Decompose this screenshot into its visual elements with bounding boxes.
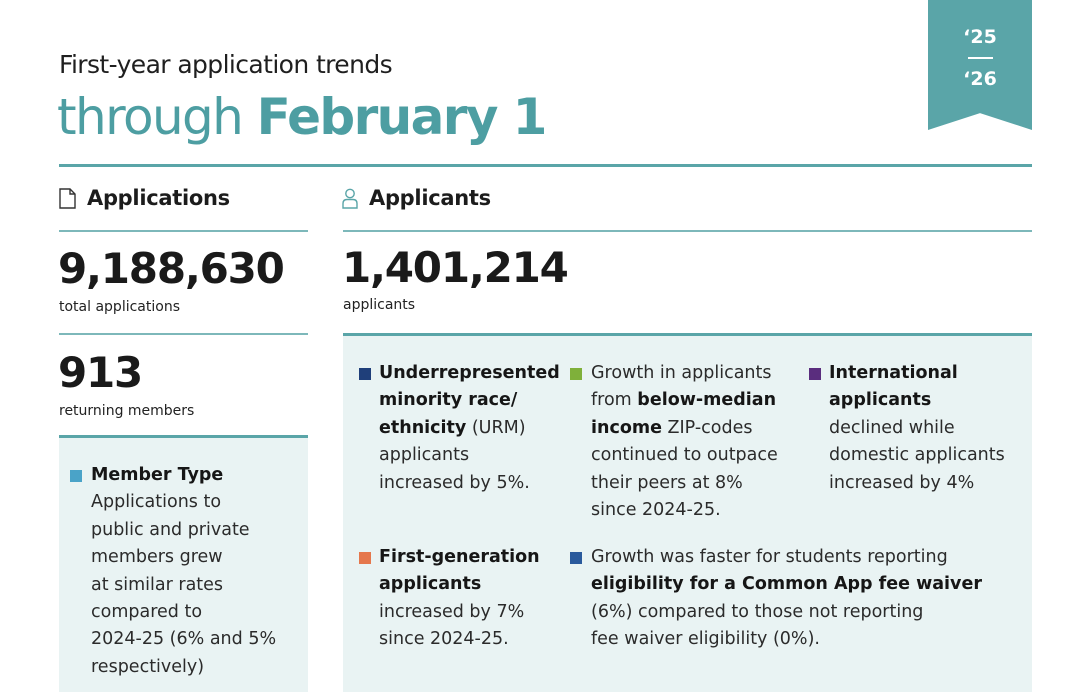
fee-waiver-line: fee waiver eligibility (0%).	[591, 629, 820, 650]
fee-waiver-bold: eligibility for a Common App fee waiver	[591, 574, 982, 595]
international-text: International applicants declined while …	[829, 360, 1029, 497]
applications-heading-label: Applications	[87, 186, 230, 210]
page-title-light: through	[57, 88, 257, 146]
urm-suffix: (URM)	[466, 417, 526, 438]
first-gen-line: since 2024-25.	[379, 629, 509, 650]
first-gen-bold-line: applicants	[379, 574, 482, 595]
income-line: since 2024-25.	[591, 500, 721, 521]
member-type-marker	[70, 470, 82, 482]
member-type-line: public and private	[91, 519, 250, 540]
ribbon-year-end: ‘26	[963, 68, 997, 90]
international-marker	[809, 368, 821, 380]
member-type-line: compared to	[91, 602, 203, 623]
first-gen-text: First-generation applicants increased by…	[379, 544, 569, 654]
first-gen-line: increased by 7%	[379, 601, 525, 622]
member-type-divider	[59, 435, 308, 438]
total-applicants-label: applicants	[343, 297, 416, 313]
income-line: Growth in applicants	[591, 363, 772, 383]
applicants-heading: Applicants	[342, 186, 491, 210]
member-type-panel	[59, 438, 308, 692]
international-bold-line: International	[829, 363, 958, 383]
returning-members-value: 913	[58, 348, 143, 397]
year-ribbon: ‘25 ‘26	[928, 0, 1032, 130]
total-applications-label: total applications	[59, 299, 180, 315]
member-type-title: Member Type	[91, 465, 224, 485]
income-line: from	[591, 390, 638, 411]
international-line: declined while	[829, 417, 955, 438]
international-line: domestic applicants	[829, 445, 1005, 466]
applicants-panel-divider	[343, 333, 1032, 336]
first-gen-bold-line: First-generation	[379, 547, 540, 567]
urm-line: increased by 5%.	[379, 472, 530, 493]
applications-divider	[59, 230, 308, 232]
ribbon-year-start: ‘25	[963, 26, 997, 48]
member-type-line: 2024-25 (6% and 5%	[91, 629, 277, 650]
fee-waiver-marker	[570, 552, 582, 564]
urm-bold-line: Underrepresented	[379, 363, 560, 383]
urm-text: Underrepresented minority race/ ethnicit…	[379, 360, 569, 497]
income-text: Growth in applicants from below-median i…	[591, 360, 801, 524]
international-bold-line: applicants	[829, 390, 932, 411]
member-type-line: Applications to	[91, 492, 222, 513]
page-subtitle: First-year application trends	[59, 50, 393, 79]
applications-divider-2	[59, 333, 308, 335]
applicants-panel	[343, 336, 1032, 692]
fee-waiver-line: Growth was faster for students reporting	[591, 547, 948, 567]
income-marker	[570, 368, 582, 380]
fee-waiver-line: (6%) compared to those not reporting	[591, 601, 924, 622]
applicants-heading-label: Applicants	[369, 186, 491, 210]
document-icon	[59, 187, 76, 209]
urm-marker	[359, 368, 371, 380]
income-bold: below-median	[637, 390, 777, 411]
income-bold: income	[591, 417, 662, 438]
page-title-bold: February 1	[256, 88, 548, 146]
page-title: through February 1	[57, 88, 548, 146]
income-line: continued to outpace	[591, 445, 778, 466]
person-icon	[342, 188, 358, 209]
member-type-line: members grew	[91, 547, 223, 568]
member-type-text: Member Type Applications to public and p…	[91, 462, 301, 681]
total-applicants-value: 1,401,214	[342, 243, 569, 292]
ribbon-divider	[968, 57, 993, 59]
urm-bold-line: minority race/	[379, 390, 518, 411]
income-line: their peers at 8%	[591, 472, 743, 493]
income-line: ZIP-codes	[661, 417, 753, 438]
member-type-line: respectively)	[91, 656, 205, 677]
header-divider	[59, 164, 1032, 167]
member-type-line: at similar rates	[91, 574, 224, 595]
first-gen-marker	[359, 552, 371, 564]
fee-waiver-text: Growth was faster for students reporting…	[591, 544, 1029, 654]
applicants-divider	[343, 230, 1032, 232]
applications-heading: Applications	[59, 186, 230, 210]
total-applications-value: 9,188,630	[58, 244, 285, 293]
urm-bold-line: ethnicity	[379, 417, 467, 438]
urm-line: applicants	[379, 445, 470, 466]
international-line: increased by 4%	[829, 472, 975, 493]
returning-members-label: returning members	[59, 403, 195, 419]
